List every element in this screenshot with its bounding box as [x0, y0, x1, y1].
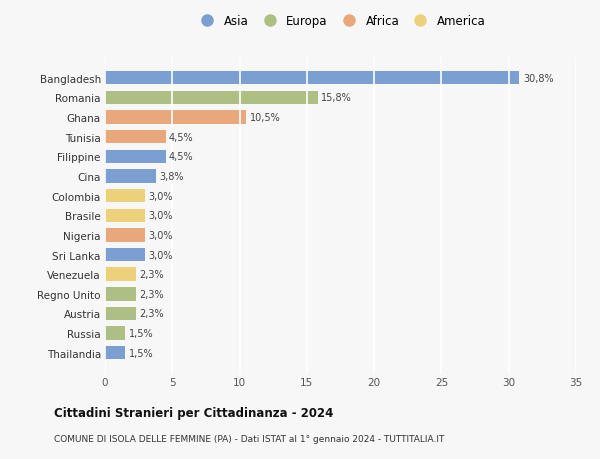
Legend: Asia, Europa, Africa, America: Asia, Europa, Africa, America [193, 12, 488, 30]
Text: 3,0%: 3,0% [149, 211, 173, 221]
Text: 3,0%: 3,0% [149, 250, 173, 260]
Text: 3,0%: 3,0% [149, 230, 173, 241]
Text: 4,5%: 4,5% [169, 152, 194, 162]
Bar [105, 170, 156, 183]
Text: 4,5%: 4,5% [169, 132, 194, 142]
Text: 2,3%: 2,3% [139, 309, 164, 319]
Text: 2,3%: 2,3% [139, 269, 164, 280]
Bar [105, 72, 520, 85]
Text: 1,5%: 1,5% [128, 329, 153, 338]
Text: Cittadini Stranieri per Cittadinanza - 2024: Cittadini Stranieri per Cittadinanza - 2… [54, 406, 334, 419]
Bar [105, 190, 145, 203]
Text: 30,8%: 30,8% [523, 73, 553, 84]
Bar [105, 347, 125, 360]
Bar [105, 287, 136, 301]
Text: COMUNE DI ISOLA DELLE FEMMINE (PA) - Dati ISTAT al 1° gennaio 2024 - TUTTITALIA.: COMUNE DI ISOLA DELLE FEMMINE (PA) - Dat… [54, 434, 445, 443]
Text: 2,3%: 2,3% [139, 289, 164, 299]
Bar [105, 268, 136, 281]
Text: 3,8%: 3,8% [160, 172, 184, 181]
Bar [105, 91, 317, 105]
Bar [105, 327, 125, 340]
Text: 3,0%: 3,0% [149, 191, 173, 201]
Text: 1,5%: 1,5% [128, 348, 153, 358]
Bar [105, 209, 145, 223]
Bar [105, 248, 145, 262]
Bar [105, 150, 166, 163]
Text: 10,5%: 10,5% [250, 112, 280, 123]
Text: 15,8%: 15,8% [321, 93, 352, 103]
Bar [105, 307, 136, 320]
Bar [105, 131, 166, 144]
Bar [105, 229, 145, 242]
Bar [105, 111, 247, 124]
